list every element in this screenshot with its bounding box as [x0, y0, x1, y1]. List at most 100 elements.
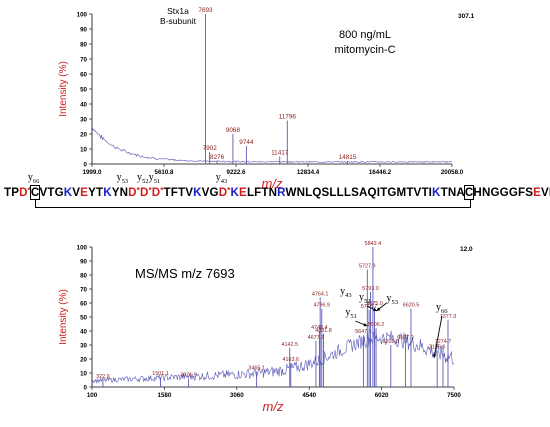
residue: Q — [312, 186, 322, 199]
peak-label: 5906.2 — [368, 322, 385, 328]
residue: A — [359, 186, 368, 199]
residue: K — [103, 186, 112, 199]
residue: D — [218, 186, 228, 199]
peak-label: 6507.0 — [397, 335, 414, 341]
sequence-marker-y53: y53 — [116, 172, 129, 185]
residue: L — [246, 186, 255, 199]
residue: K — [63, 186, 73, 199]
peak-label: 5875.0 — [366, 301, 383, 307]
x-tick-label: 6020 — [375, 392, 389, 399]
y-tick-label: 0 — [84, 161, 88, 168]
residue: L — [329, 186, 337, 199]
modification-mark: * — [148, 186, 152, 195]
peak-label: 4796.9 — [314, 303, 331, 309]
residue: T — [47, 186, 55, 199]
peak-label: 4677.7 — [308, 335, 325, 341]
x-tick-label: 16446.2 — [369, 169, 392, 176]
y-tick-label: 70 — [80, 56, 87, 63]
y-axis-label: Intensity (%) — [58, 61, 69, 117]
chart-panel-1: 0 10 20 30 40 50 60 70 80 90 100 1999.0 5610.8 9222.6… — [58, 7, 475, 191]
peak-label: 4831.8 — [315, 328, 332, 334]
x-tick-label: 12834.4 — [297, 169, 320, 176]
residue: E — [80, 186, 89, 199]
residue: N — [481, 186, 491, 199]
y-tick-label: 0 — [84, 384, 88, 391]
residue: V — [541, 186, 549, 199]
y-axis-label: Intensity (%) — [58, 289, 69, 345]
peak-label: 5647.6 — [355, 329, 372, 335]
peak-label: 322.9 — [96, 374, 110, 380]
residue: T — [440, 186, 448, 199]
modification-mark: * — [160, 186, 164, 195]
residue: I — [549, 186, 550, 199]
residue: E — [239, 186, 247, 199]
ion-label-y53: y53 — [387, 293, 399, 306]
peak-label: 4748.4 — [311, 325, 328, 331]
ion-arrowhead — [432, 354, 437, 358]
y-tick-label: 50 — [80, 314, 87, 321]
residue: E — [533, 186, 541, 199]
y-tick-label: 70 — [80, 286, 87, 293]
residue: S — [351, 186, 360, 199]
max-intensity-label: 307.1 — [458, 13, 475, 20]
sequence-marker-y51: y51 — [148, 172, 161, 185]
residue: D — [151, 186, 161, 199]
y-tick-label: 20 — [80, 356, 87, 363]
residue: T — [163, 186, 171, 199]
y-tick-label: 100 — [77, 11, 88, 18]
ion-arrowhead — [376, 307, 381, 311]
annotation-stx1a: Stx1a — [167, 6, 189, 16]
max-intensity-label: 12.0 — [460, 246, 473, 253]
ion-label-y51: y51 — [345, 307, 357, 320]
y-tick-label: 10 — [80, 146, 87, 153]
peptide-sequence: TPD*CVTGKVEYTKYND*D*D*TFTVKVGD*KELFTNRWN… — [0, 172, 550, 233]
residue: F — [170, 186, 178, 199]
peak-label: 3465.1 — [248, 366, 265, 372]
residue: K — [230, 186, 240, 199]
ion-label-y52: y52 — [359, 292, 371, 305]
y-tick-label: 80 — [80, 41, 87, 48]
residue: K — [432, 186, 441, 199]
x-tick-label: 1999.0 — [83, 169, 102, 176]
x-tick-label: 5610.8 — [155, 169, 174, 176]
residue: F — [517, 186, 526, 199]
residue: P — [11, 186, 20, 199]
residue: T — [95, 186, 104, 199]
residue: N — [447, 186, 457, 199]
residue: V — [201, 186, 210, 199]
y-tick-label: 60 — [80, 300, 87, 307]
y-tick-label: 100 — [77, 244, 88, 251]
ion-arrow — [433, 315, 443, 359]
residue: V — [185, 186, 194, 199]
y-tick-label: 30 — [80, 116, 87, 123]
residue: V — [413, 186, 422, 199]
residue: G — [490, 186, 500, 199]
residue: T — [4, 186, 12, 199]
peak-label: 5727.9 — [359, 263, 376, 269]
peak-label: 3071.5 — [180, 373, 197, 379]
x-tick-label: 1580 — [158, 392, 172, 399]
sequence-marker-y43: y43 — [215, 172, 228, 185]
ion-label-y43: y43 — [340, 286, 352, 299]
x-tick-label: 3060 — [230, 392, 244, 399]
peak-label: 14815 — [339, 154, 357, 161]
residue: H — [473, 186, 482, 199]
ion-label-y66: y66 — [436, 302, 448, 315]
peak-label: 7693 — [198, 7, 213, 14]
residue: S — [321, 186, 330, 199]
peak-label: 4764.1 — [312, 291, 329, 297]
x-tick-label: 20058.0 — [441, 169, 464, 176]
residue: C — [29, 185, 41, 200]
residue: L — [343, 186, 352, 199]
residue: D — [139, 186, 149, 199]
peak-label: 8276 — [210, 154, 225, 161]
peak-label: 11417 — [271, 150, 289, 157]
y-tick-label: 90 — [80, 26, 87, 33]
residue: G — [508, 186, 518, 199]
residue: D — [128, 186, 137, 199]
x-tick-label: 7500 — [447, 392, 461, 399]
residue: V — [39, 186, 48, 199]
spectrum-trace — [91, 126, 453, 163]
residue: R — [277, 186, 286, 199]
